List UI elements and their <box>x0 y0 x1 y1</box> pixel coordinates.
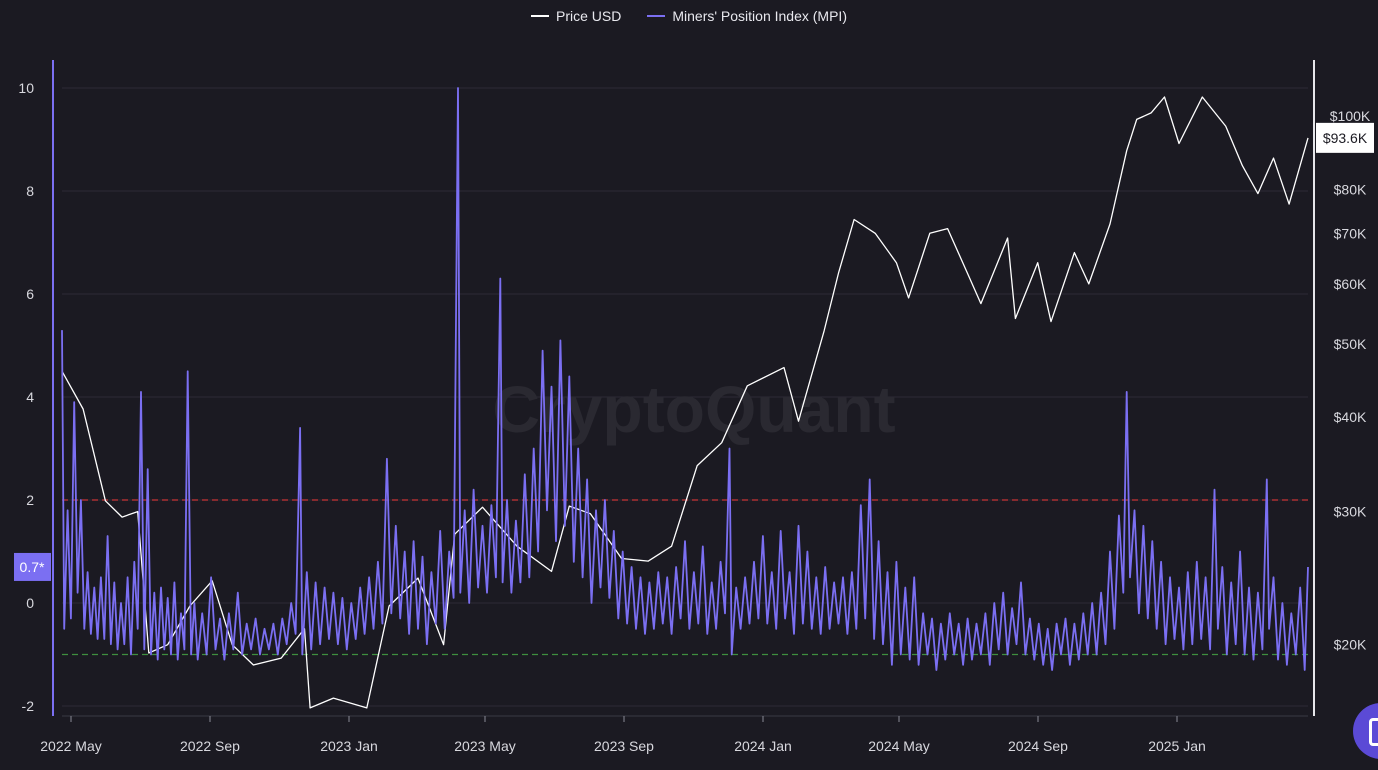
y-left-tick-label: -2 <box>22 698 35 714</box>
mpi-series-line <box>61 87 1309 671</box>
price-current-badge <box>1316 122 1374 153</box>
x-tick-label: 2022 Sep <box>180 738 240 754</box>
y-left-tick-label: 2 <box>26 492 34 508</box>
x-tick-label: 2023 Sep <box>594 738 654 754</box>
mpi-current-badge <box>14 552 51 581</box>
legend-price-label: Price USD <box>556 8 622 24</box>
y-right-tick-label: $30K <box>1334 504 1367 520</box>
y-right-tick-label: $20K <box>1334 637 1367 653</box>
threshold-layer <box>62 499 1308 656</box>
x-tick-label: 2024 May <box>868 738 929 754</box>
chat-icon <box>1369 718 1378 746</box>
x-tick-label: 2024 Jan <box>734 738 792 754</box>
price-swatch <box>531 15 549 17</box>
legend-mpi-label: Miners' Position Index (MPI) <box>672 8 847 24</box>
y-right-tick-label: $80K <box>1334 181 1367 197</box>
x-tick-label: 2023 May <box>454 738 515 754</box>
y-left-tick-label: 10 <box>18 80 34 96</box>
x-tick-label: 2023 Jan <box>320 738 378 754</box>
x-tick-label: 2025 Jan <box>1148 738 1206 754</box>
mpi-swatch <box>647 15 666 17</box>
y-left-tick-label: 8 <box>26 183 34 199</box>
x-tick-label: 2022 May <box>40 738 101 754</box>
legend: Price USD Miners' Position Index (MPI) <box>0 8 1378 24</box>
axis-layer: 10 8 6 4 2 0 -2 $100K $80K $70K $60K $50K $40K $30K $2… <box>18 60 1371 754</box>
y-right-tick-label: $70K <box>1334 225 1367 241</box>
y-right-tick-label: $50K <box>1334 336 1367 352</box>
legend-item-mpi[interactable]: Miners' Position Index (MPI) <box>647 8 847 24</box>
y-left-tick-label: 0 <box>26 595 34 611</box>
badge-layer: 0.7* $93.6K <box>14 122 1374 581</box>
y-left-tick-label: 6 <box>26 286 34 302</box>
legend-item-price[interactable]: Price USD <box>531 8 621 24</box>
series-layer <box>61 87 1309 709</box>
price-current-badge-label: $93.6K <box>1323 130 1368 146</box>
y-left-tick-label: 4 <box>26 389 34 405</box>
x-tick-label: 2024 Sep <box>1008 738 1068 754</box>
y-right-tick-label: $100K <box>1330 108 1371 124</box>
y-right-tick-label: $40K <box>1334 409 1367 425</box>
mpi-current-badge-label: 0.7* <box>20 559 45 575</box>
price-series-line <box>61 96 1309 709</box>
y-right-tick-label: $60K <box>1334 276 1367 292</box>
